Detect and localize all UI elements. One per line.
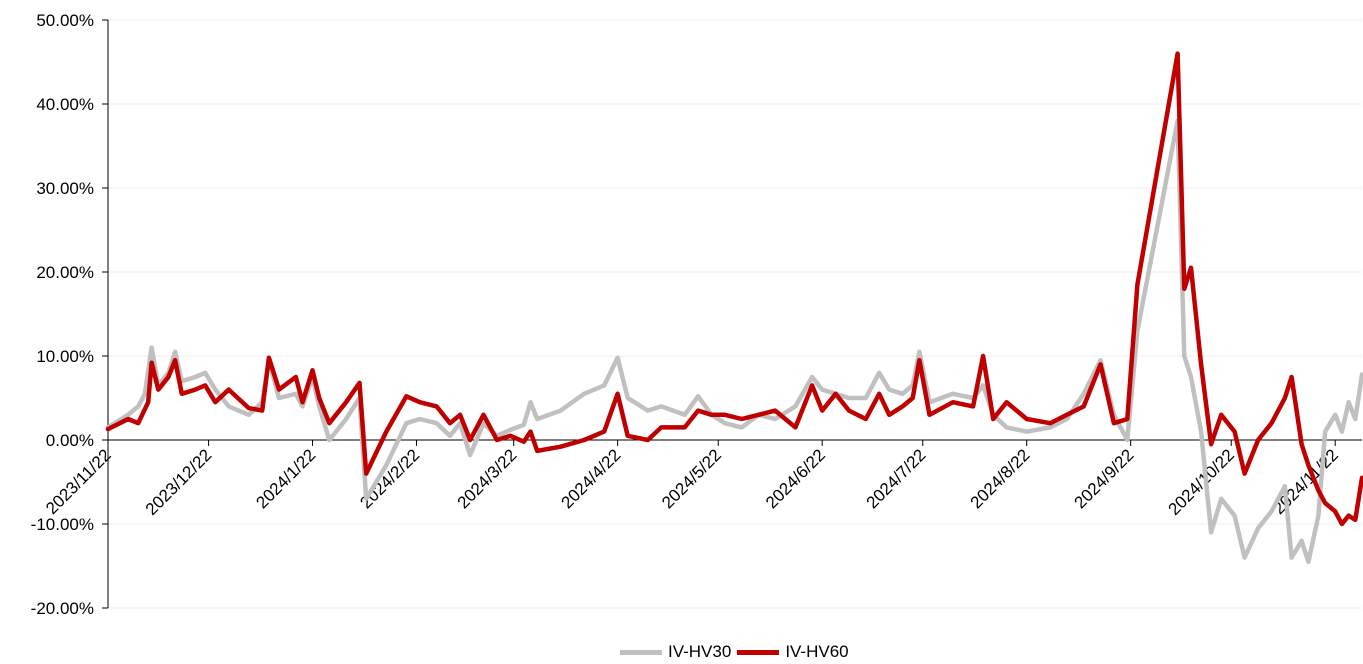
y-tick-label: 40.00% [36,95,94,114]
legend-label-series-2: IV-HV60 [785,642,849,661]
gridlines [108,19,1362,609]
legend-swatch-series-1 [620,649,662,655]
series-line-1 [105,118,1363,565]
legend-item-series-2: IV-HV60 [737,642,849,662]
series-line-2 [105,51,1363,527]
x-tick-label: 2024/7/22 [863,445,930,512]
y-tick-label: 50.00% [36,11,94,30]
x-tick-label: 2023/12/22 [142,445,216,519]
legend-item-series-1: IV-HV30 [620,642,731,662]
y-tick-label: 10.00% [36,347,94,366]
y-tick-label: 20.00% [36,263,94,282]
x-tick-label: 2024/8/22 [967,445,1034,512]
legend: IV-HV30 IV-HV60 [620,642,855,662]
legend-swatch-series-2 [737,649,780,655]
x-tick-label: 2024/6/22 [762,445,829,512]
y-axis: 50.00% 40.00% 30.00% 20.00% 10.00% 0.00% -10.0… [31,11,109,618]
y-tick-label: 30.00% [36,179,94,198]
x-tick-label: 2024/3/22 [454,445,521,512]
x-tick-label: 2024/4/22 [558,445,625,512]
x-tick-label: 2023/11/22 [42,445,115,518]
y-tick-label: 0.00% [46,431,94,450]
x-tick-label: 2024/9/22 [1071,445,1138,512]
y-tick-label: -20.00% [31,599,94,618]
x-tick-label: 2024/5/22 [658,445,725,512]
series-lines [105,51,1363,565]
legend-label-series-1: IV-HV30 [668,642,732,661]
x-tick-label: 2024/1/22 [252,445,319,512]
x-axis: 2023/11/22 2023/12/22 2024/1/22 2024/2/22 20… [42,439,1362,519]
y-tick-label: -10.00% [31,515,94,534]
